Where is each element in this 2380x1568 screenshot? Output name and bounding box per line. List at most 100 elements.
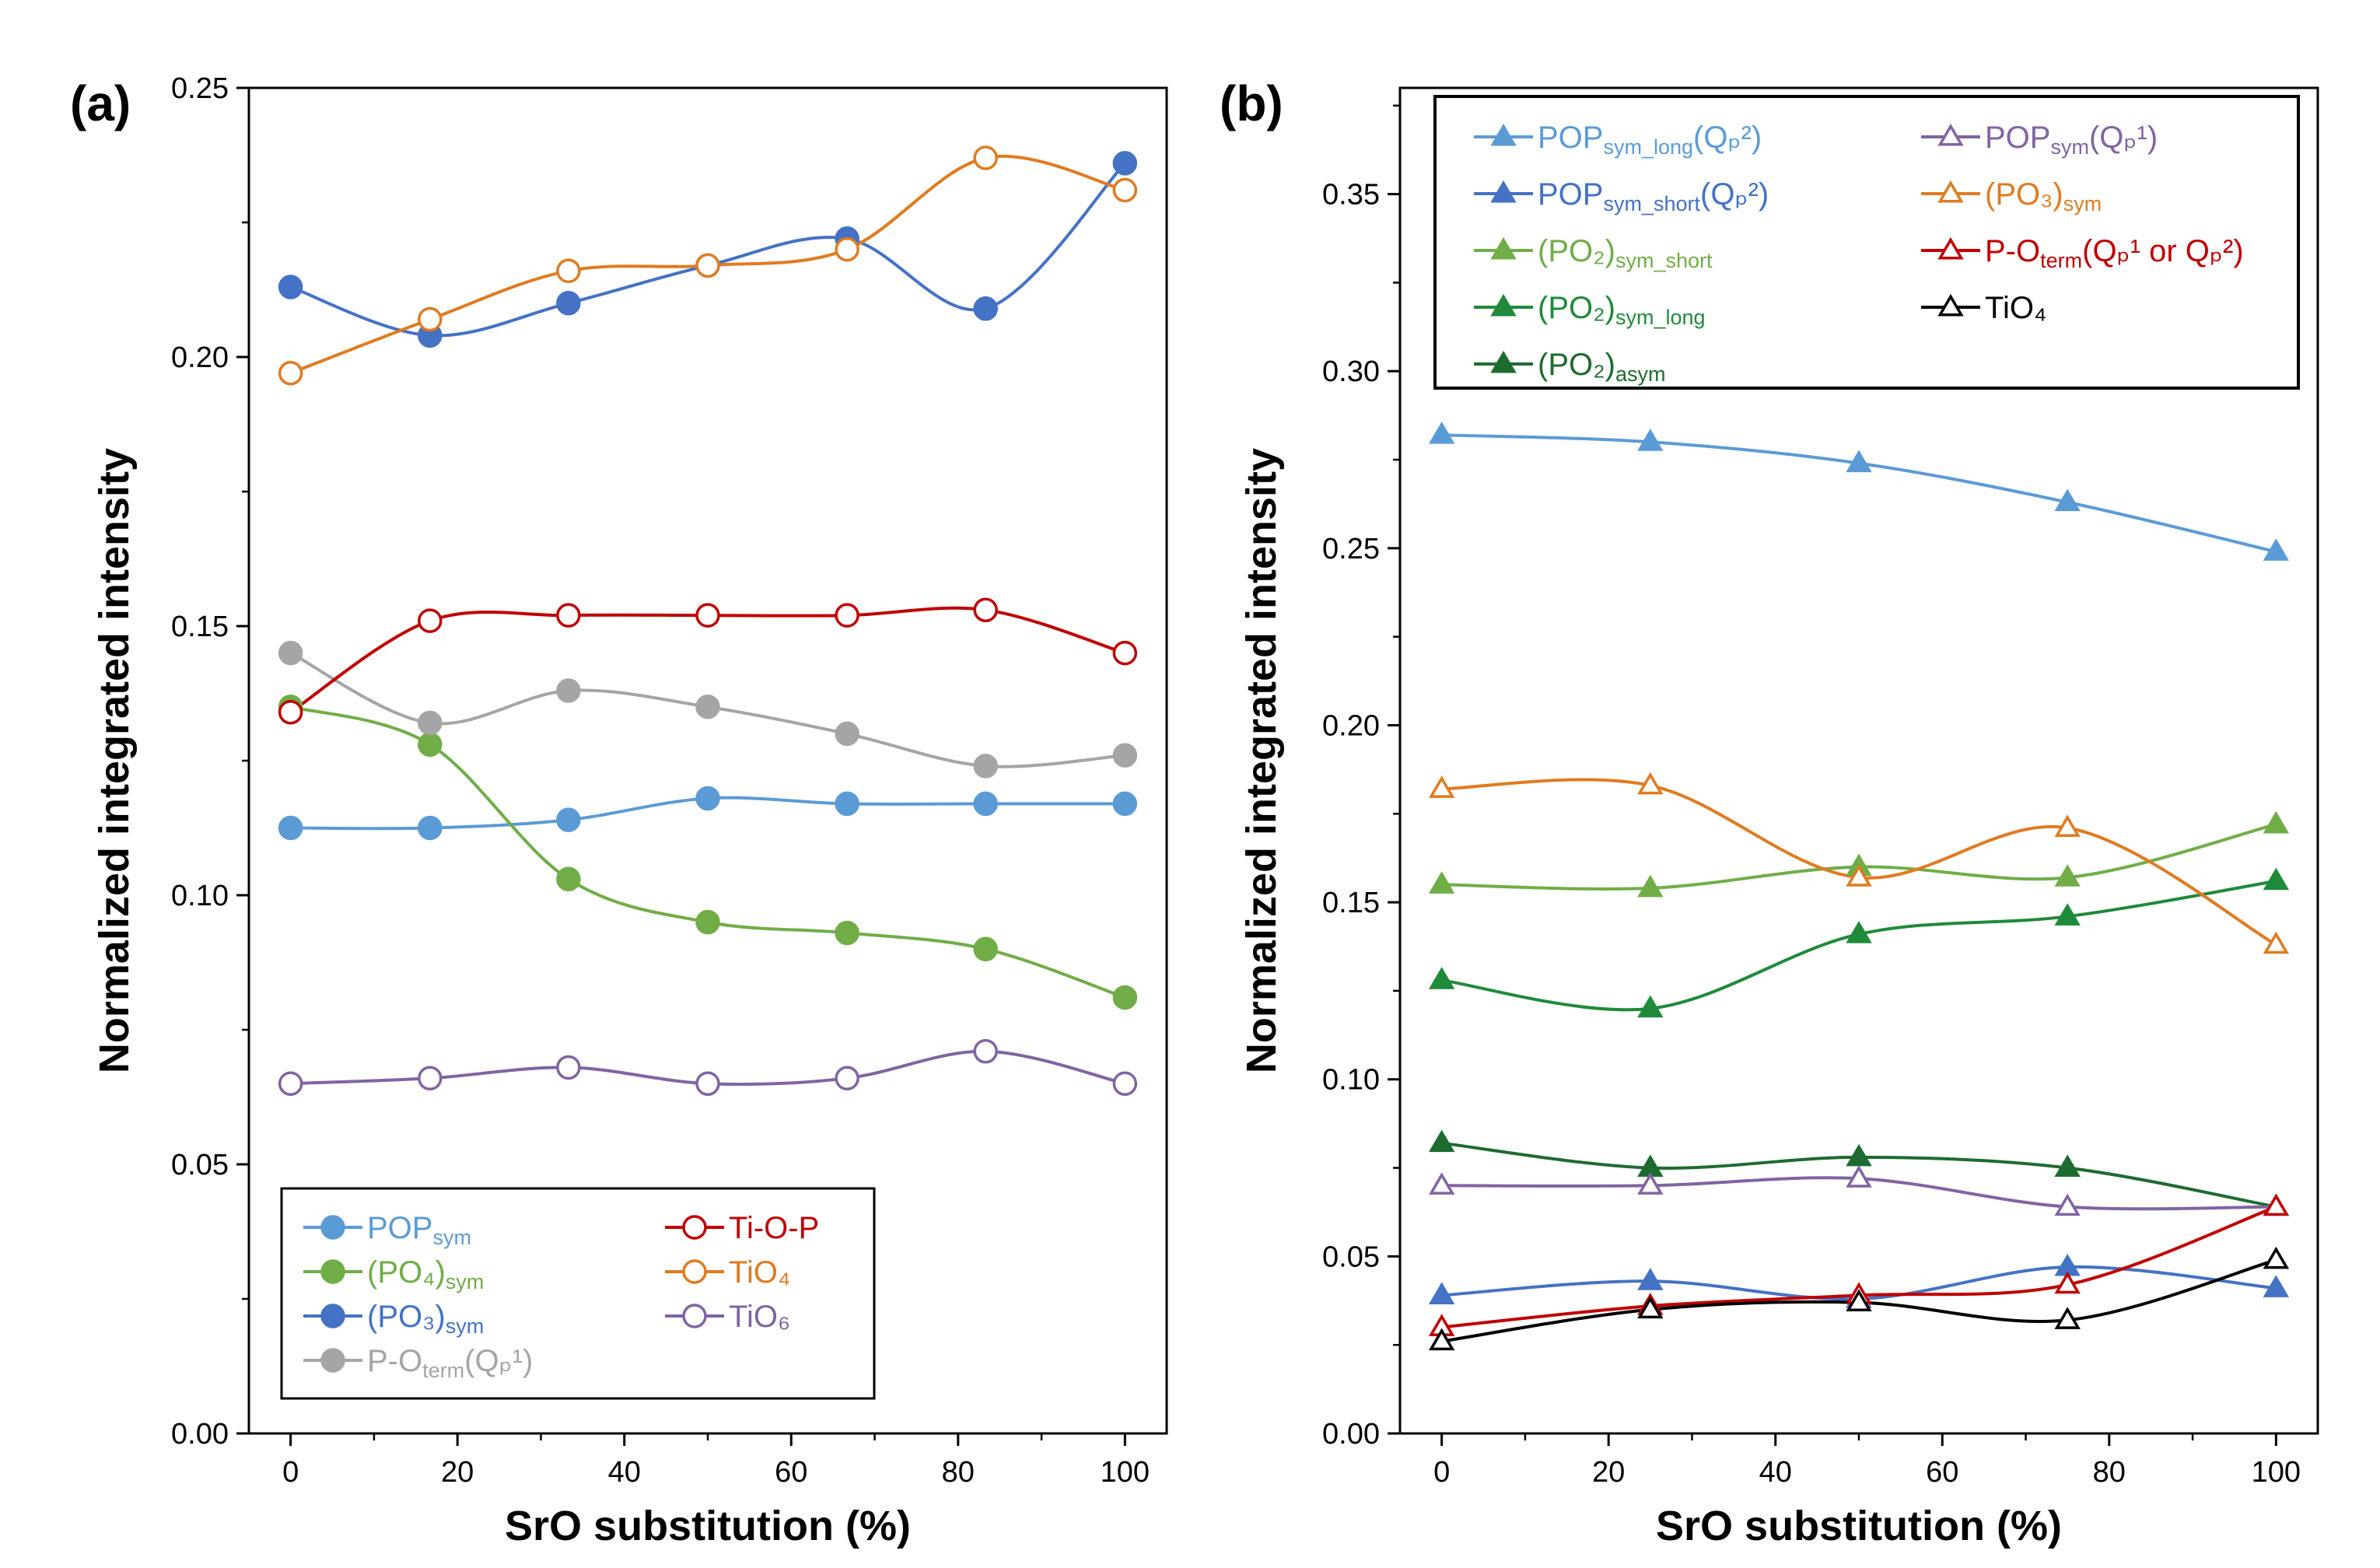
b-po2_sym_long-point	[1846, 920, 1872, 943]
b-pop_sym_qp1-point	[2054, 1193, 2081, 1216]
a-legend-po_term_qp1-label: P-Oterm(Qₚ¹)	[367, 1344, 533, 1382]
b-legend-marker	[1490, 123, 1517, 146]
a-legend-po3_sym-label: (PO₃)sym	[367, 1300, 484, 1338]
a-ti_o_p-point	[835, 603, 859, 628]
b-legend-po2_sym_short-label: (PO₂)sym_short	[1538, 234, 1713, 272]
a-x-tick-label: 40	[608, 1456, 641, 1489]
b-po_term_b-point	[2263, 1193, 2290, 1216]
a-legend-marker	[682, 1304, 707, 1328]
a-legend-tio4-label: TiO₄	[729, 1255, 790, 1290]
b-legend-entry-po2_sym_long: (PO₂)sym_long	[1474, 291, 1706, 329]
b-legend-pop_sym_long-label: POPsym_long(Qₚ²)	[1538, 121, 1762, 159]
a-x-tick-label: 20	[441, 1456, 474, 1489]
b-legend-po2_asym-label: (PO₂)asym	[1538, 348, 1665, 386]
b-po2_asym-point	[1428, 1129, 1455, 1153]
a-legend-marker	[682, 1215, 707, 1240]
a-pop_sym-point	[973, 791, 998, 817]
b-x-tick-label: 0	[1433, 1456, 1450, 1489]
b-legend-entry-pop_sym_qp1: POPsym(Qₚ¹)	[1921, 121, 2158, 159]
b-legend-marker	[1937, 180, 1964, 203]
a-po4_sym-point	[1112, 985, 1138, 1010]
b-legend-marker	[1937, 236, 1964, 260]
a-legend-entry-tio4: TiO₄	[665, 1255, 790, 1290]
a-y-tick-label: 0.05	[171, 1149, 229, 1181]
a-po4_sym-point	[835, 920, 859, 946]
b-pop_sym_long-point	[2263, 538, 2290, 561]
b-pop_sym_long-point	[1637, 429, 1664, 451]
b-po2_asym-point	[2054, 1154, 2081, 1178]
a-po3_sym-point	[973, 296, 998, 321]
a-legend-entry-ti_o_p: Ti-O-P	[665, 1211, 819, 1245]
a-legend-marker	[320, 1215, 345, 1240]
a-pop_sym-point	[278, 815, 303, 841]
a-tio4-point	[1112, 177, 1138, 203]
b-legend-po2_sym_long-label: (PO₂)sym_long	[1538, 291, 1706, 329]
a-x-tick-label: 60	[775, 1456, 807, 1489]
a-tio6-point	[556, 1055, 581, 1080]
panel-b-legend: POPsym_long(Qₚ²) POPsym_short(Qₚ²) (PO₂)sy…	[1474, 121, 2244, 386]
b-pop_sym_long-point	[2054, 488, 2081, 512]
b-po2_sym_short-point	[1637, 874, 1664, 898]
b-pop_sym_short-point	[1637, 1268, 1664, 1290]
a-ti_o_p-point	[556, 603, 581, 628]
a-po4_sym-point	[973, 936, 998, 961]
b-x-tick-label: 80	[2093, 1456, 2126, 1489]
a-po3_sym-point	[278, 275, 303, 299]
b-pop_sym_long-point	[1428, 422, 1455, 444]
b-legend-entry-po_term_b: P-Oterm(Qₚ¹ or Qₚ²)	[1921, 234, 2244, 272]
a-po4_sym-point	[418, 732, 443, 757]
panel-b-label: (b)	[1220, 75, 1283, 131]
b-x-tick-label: 100	[2252, 1456, 2301, 1489]
b-po2_sym_short-point	[2054, 864, 2081, 887]
a-po_term_qp1-point	[278, 640, 303, 666]
a-legend-entry-pop_sym: POPsym	[303, 1211, 471, 1249]
a-legend-marker	[682, 1259, 707, 1284]
b-po3_sym_b-point	[1428, 775, 1455, 798]
panel-a-axes: 0 20 40 60 80 100 0.00 0.05 0.10 0.15 0.20 0.25	[171, 72, 1150, 1489]
a-po_term_qp1-point	[835, 721, 859, 747]
b-tio4_b-point	[1428, 1328, 1455, 1351]
a-tio6-point	[973, 1038, 998, 1064]
b-y-tick-label: 0.10	[1322, 1064, 1380, 1097]
b-legend-entry-tio4_b: TiO₄	[1921, 291, 2046, 325]
a-tio6-point	[1112, 1071, 1138, 1096]
b-po2_sym_short-point	[2263, 810, 2290, 834]
b-x-tick-label: 20	[1592, 1456, 1625, 1489]
b-po2_sym_long-point	[2263, 867, 2290, 891]
a-tio4-point	[278, 361, 303, 386]
a-tio4-point	[835, 236, 859, 262]
panel-b-series	[1428, 422, 2290, 1351]
panel-b-x-axis-title: SrO substitution (%)	[1656, 1503, 2062, 1549]
panel-a-series	[278, 145, 1138, 1096]
b-po2_asym-point	[1846, 1143, 1872, 1167]
a-po_term_qp1-point	[695, 695, 720, 719]
b-y-tick-label: 0.20	[1322, 709, 1380, 742]
b-y-tick-label: 0.05	[1322, 1241, 1380, 1273]
a-ti_o_p-point	[278, 699, 303, 725]
b-legend-po_term_b-label: P-Oterm(Qₚ¹ or Qₚ²)	[1985, 234, 2244, 272]
b-legend-marker	[1490, 236, 1517, 260]
a-tio6-point	[835, 1066, 859, 1091]
b-po2_sym_short-point	[1428, 871, 1455, 894]
a-po_term_qp1-point	[556, 678, 581, 703]
b-x-tick-label: 40	[1759, 1456, 1792, 1489]
panel-b-y-axis-title: Normalized integrated intensity	[1238, 448, 1285, 1073]
a-po_term_qp1-point	[418, 710, 443, 736]
b-legend-entry-po2_asym: (PO₂)asym	[1474, 348, 1665, 386]
a-ti_o_p-point	[695, 603, 720, 628]
a-y-tick-label: 0.15	[171, 611, 229, 643]
b-legend-po3_sym_b-label: (PO₃)sym	[1985, 177, 2102, 215]
b-po2_sym_long-point	[1637, 995, 1664, 1018]
a-x-tick-label: 80	[942, 1456, 975, 1489]
panel-b-axes: 0 20 40 60 80 100 0.00 0.05 0.10 0.15 0.20 0.25 0.30…	[1322, 104, 2301, 1489]
a-po_term_qp1-point	[1112, 743, 1138, 768]
b-tio4_b-point	[1637, 1296, 1664, 1319]
b-y-tick-label: 0.25	[1322, 533, 1380, 565]
b-legend-marker	[1490, 180, 1517, 203]
a-ti_o_p-point	[1112, 640, 1138, 666]
a-po3_sym-point	[1112, 151, 1138, 176]
b-legend-pop_sym_short-label: POPsym_short(Qₚ²)	[1538, 177, 1769, 215]
b-legend-pop_sym_qp1-label: POPsym(Qₚ¹)	[1985, 121, 2158, 159]
a-legend-entry-po_term_qp1: P-Oterm(Qₚ¹)	[303, 1344, 533, 1382]
a-legend-po4_sym-label: (PO₄)sym	[367, 1255, 484, 1293]
